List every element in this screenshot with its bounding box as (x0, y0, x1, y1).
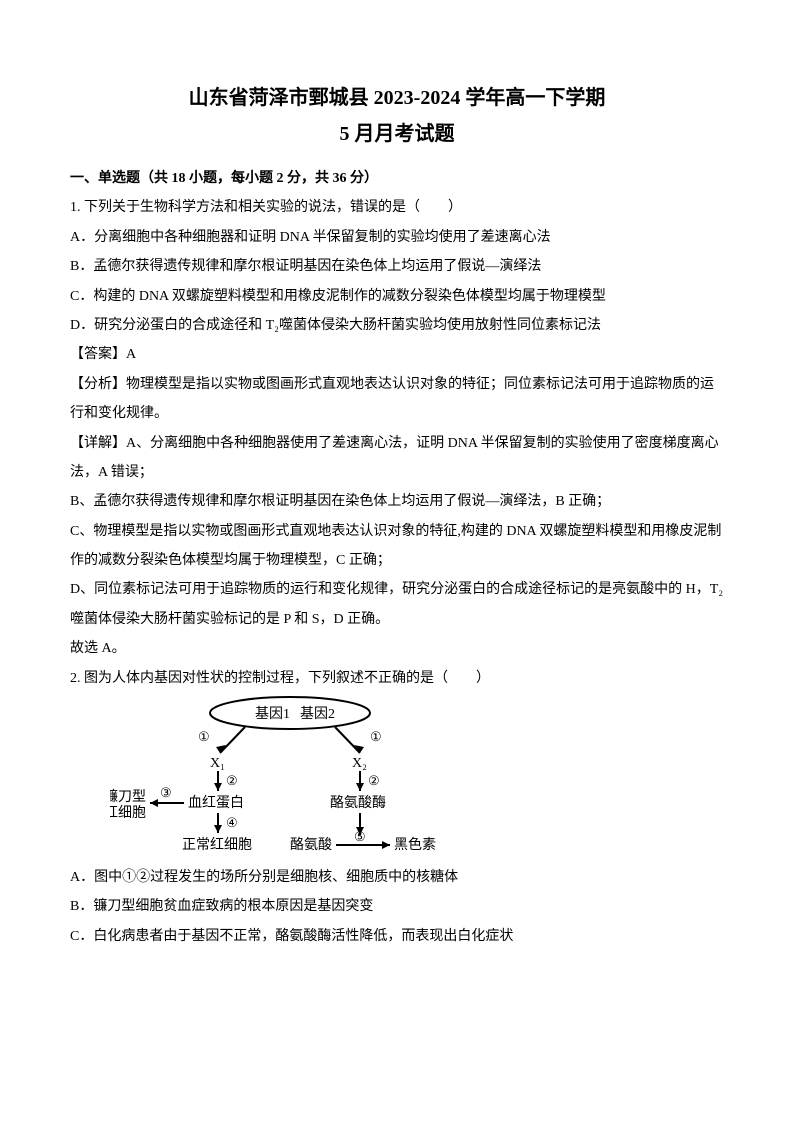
circ1-right: ① (370, 729, 382, 744)
sickle-label-1: 镰刀型 (110, 788, 146, 805)
title-line-2: 5 月月考试题 (70, 116, 724, 152)
circ1-left: ① (198, 729, 210, 744)
title-line-1: 山东省菏泽市鄄城县 2023-2024 学年高一下学期 (70, 80, 724, 116)
q1-detailC: C、物理模型是指以实物或图画形式直观地表达认识对象的特征,构建的 DNA 双螺旋… (70, 517, 724, 576)
q2-optA: A．图中①②过程发生的场所分别是细胞核、细胞质中的核糖体 (70, 863, 724, 892)
circ2-right: ② (368, 773, 380, 788)
q1-answer: 【答案】A (70, 340, 724, 369)
gene1-label: 基因1 (255, 705, 290, 722)
q1-stem: 1. 下列关于生物科学方法和相关实验的说法，错误的是（ ） (70, 193, 724, 222)
q2-stem: 2. 图为人体内基因对性状的控制过程，下列叙述不正确的是（ ） (70, 664, 724, 693)
melanin-label: 黑色素 (394, 836, 436, 853)
gene-control-diagram: 基因1 基因2 ① X₁ ① X₂ ② 血红蛋白 ② 酪氨酸酶 (110, 693, 470, 863)
tyrosinase-label: 酪氨酸酶 (330, 795, 386, 811)
q1-analysis: 【分析】物理模型是指以实物或图画形式直观地表达认识对象的特征；同位素标记法可用于… (70, 370, 724, 429)
x2-label: X₂ (352, 756, 367, 771)
circ3: ③ (160, 785, 172, 800)
tyrosine-label: 酪氨酸 (290, 837, 332, 853)
q1-optB: B．孟德尔获得遗传规律和摩尔根证明基因在染色体上均运用了假说—演绎法 (70, 252, 724, 281)
q1-conclusion: 故选 A。 (70, 634, 724, 663)
normal-cell-label: 正常红细胞 (182, 837, 252, 853)
exam-page: 山东省菏泽市鄄城县 2023-2024 学年高一下学期 5 月月考试题 一、单选… (0, 0, 794, 1123)
circ4: ④ (226, 815, 238, 830)
circ2-left: ② (226, 773, 238, 788)
q2-optB: B．镰刀型细胞贫血症致病的根本原因是基因突变 (70, 892, 724, 921)
sickle-label-2: 红细胞 (110, 805, 146, 821)
q1-detailB: B、孟德尔获得遗传规律和摩尔根证明基因在染色体上均运用了假说—演绎法，B 正确； (70, 487, 724, 516)
q1-detailA: 【详解】A、分离细胞中各种细胞器使用了差速离心法，证明 DNA 半保留复制的实验… (70, 429, 724, 488)
q1-optD: D．研究分泌蛋白的合成途径和 T₂噬菌体侵染大肠杆菌实验均使用放射性同位素标记法 (70, 311, 724, 340)
hemoglobin-label: 血红蛋白 (188, 795, 244, 811)
q1-optC: C．构建的 DNA 双螺旋塑料模型和用橡皮泥制作的减数分裂染色体模型均属于物理模… (70, 282, 724, 311)
q1-detailD: D、同位素标记法可用于追踪物质的运行和变化规律，研究分泌蛋白的合成途径标记的是亮… (70, 575, 724, 634)
gene2-label: 基因2 (300, 705, 335, 722)
circ5: ⑤ (354, 829, 366, 844)
x1-label: X₁ (210, 756, 225, 771)
q1-optA: A．分离细胞中各种细胞器和证明 DNA 半保留复制的实验均使用了差速离心法 (70, 223, 724, 252)
section-header: 一、单选题（共 18 小题，每小题 2 分，共 36 分） (70, 164, 724, 193)
q2-optC: C．白化病患者由于基因不正常，酪氨酸酶活性降低，而表现出白化症状 (70, 922, 724, 951)
